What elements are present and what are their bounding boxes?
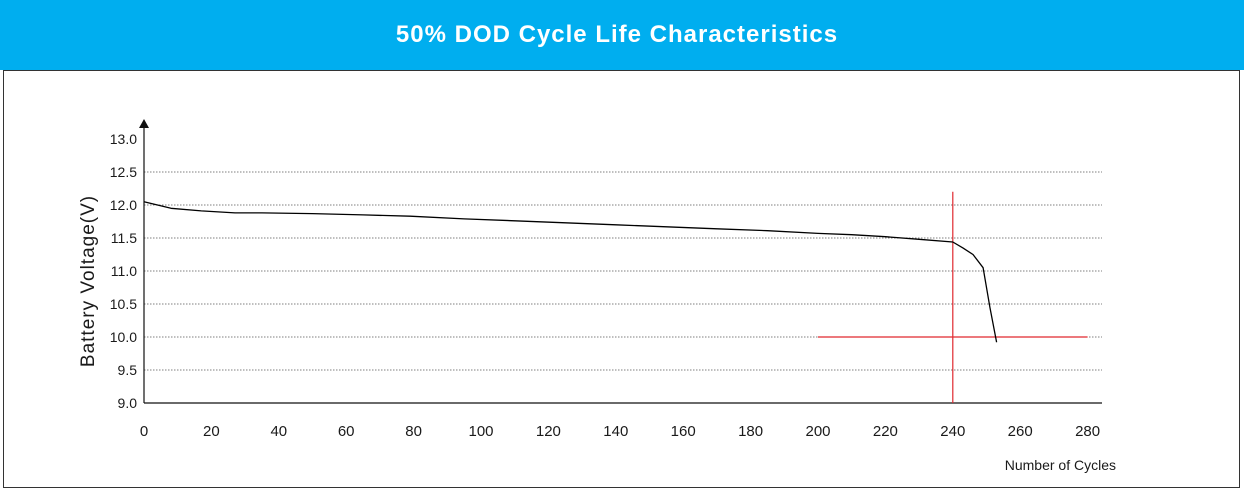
x-tick-label-7: 140 (603, 423, 628, 440)
x-tick-label-4: 80 (405, 423, 422, 440)
y-tick-label-7: 12.5 (110, 164, 137, 180)
grid-lines (144, 171, 1102, 371)
voltage-curve-0 (143, 201, 998, 343)
y-tick-label-8: 13.0 (110, 131, 137, 147)
y-tick-label-3: 10.5 (110, 296, 137, 312)
x-axis-label: Number of Cycles (1005, 457, 1116, 473)
x-tick-label-12: 240 (940, 423, 965, 440)
tick-labels: 9.0 9.5 10.0 10.5 11.0 11.5 12.0 12.5 13.0 0 20 40 6… (110, 131, 1100, 440)
y-axis-arrow (139, 119, 149, 128)
y-tick-label-0: 9.0 (118, 395, 138, 411)
chart-frame: 9.0 9.5 10.0 10.5 11.0 11.5 12.0 12.5 13.0 0 20 40 6… (3, 70, 1240, 488)
chart-title: 50% DOD Cycle Life Characteristics (395, 21, 839, 48)
x-tick-label-3: 60 (338, 423, 355, 440)
y-tick-label-1: 9.5 (118, 362, 138, 378)
y-tick-label-5: 11.5 (111, 230, 137, 246)
x-tick-label-10: 200 (805, 423, 830, 440)
x-tick-label-0: 0 (140, 423, 148, 440)
axes (139, 119, 1102, 404)
cycle-life-chart: 9.0 9.5 10.0 10.5 11.0 11.5 12.0 12.5 13.0 0 20 40 6… (78, 119, 1116, 473)
y-axis-label: Battery Voltage(V) (78, 195, 99, 367)
x-tick-label-2: 40 (270, 423, 287, 440)
y-tick-label-4: 11.0 (111, 263, 137, 279)
cutoff-markers (818, 191, 1088, 403)
series-layer (143, 201, 998, 343)
x-tick-label-8: 160 (671, 423, 696, 440)
x-tick-label-1: 20 (203, 423, 220, 440)
x-tick-label-6: 120 (536, 423, 561, 440)
chart-header: 50% DOD Cycle Life Characteristics (0, 0, 1244, 70)
x-tick-label-13: 260 (1008, 423, 1033, 440)
x-tick-label-11: 220 (873, 423, 898, 440)
x-tick-label-14: 280 (1075, 423, 1100, 440)
x-tick-label-9: 180 (738, 423, 763, 440)
x-tick-label-5: 100 (468, 423, 493, 440)
y-tick-label-6: 12.0 (110, 197, 137, 213)
y-tick-label-2: 10.0 (110, 329, 137, 345)
